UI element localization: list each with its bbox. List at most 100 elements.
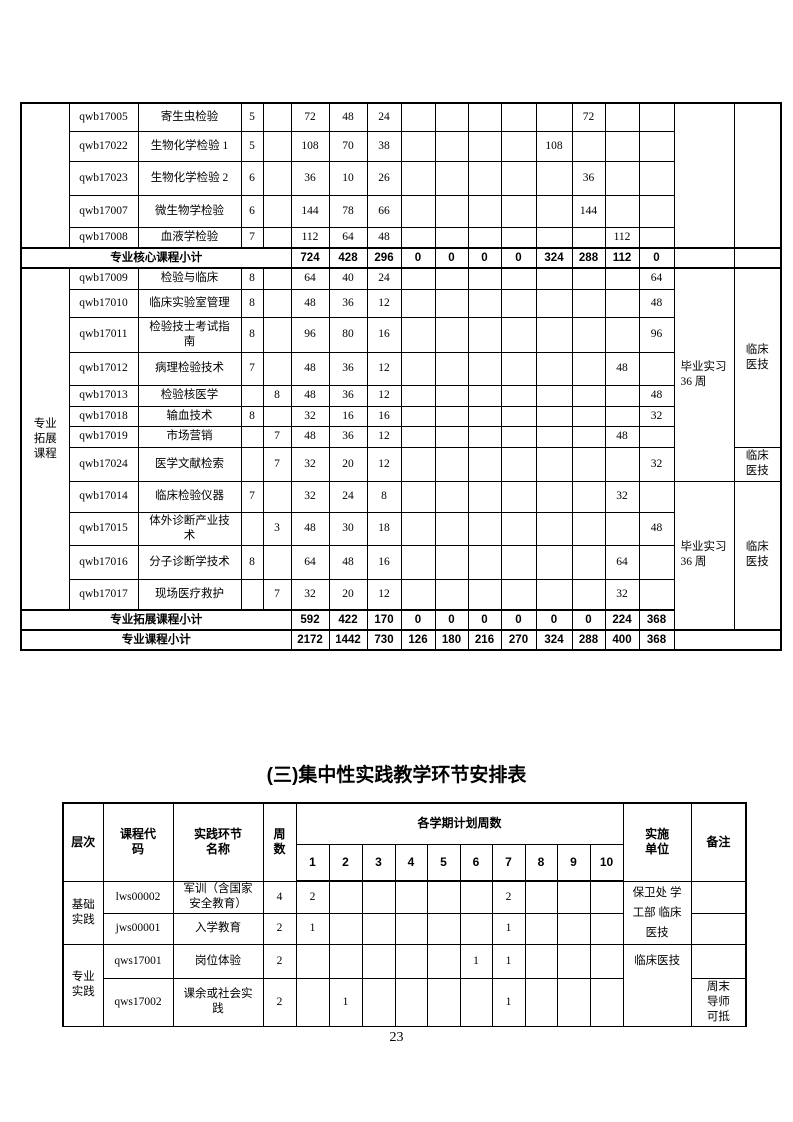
semester-hours — [434, 130, 469, 162]
semester-hours — [500, 425, 537, 448]
semester-header: 1 — [295, 843, 330, 882]
semester-hours — [535, 288, 573, 318]
subtotal-value: 0 — [571, 609, 606, 631]
semester-hours — [400, 351, 436, 386]
semester-header: 4 — [394, 843, 428, 882]
semester-weeks — [556, 880, 591, 914]
test-semester — [262, 160, 292, 196]
level-cell: 基础实践 — [62, 880, 104, 945]
subtotal-value: 224 — [604, 609, 640, 631]
semester-hours — [400, 226, 436, 249]
dept: 临床医技 — [733, 267, 782, 448]
course-name: 分子诊断学技术 — [137, 544, 242, 580]
practice-name: 课余或社会实践 — [172, 977, 264, 1027]
exam-semester — [240, 578, 264, 611]
semester-hours — [400, 130, 436, 162]
subtotal-value: 324 — [535, 629, 573, 651]
test-semester — [262, 480, 292, 513]
course-row: qwb17015 体外诊断产业技术 3 48 30 18 48 — [21, 511, 781, 546]
semester-hours — [500, 511, 537, 546]
semester-hours — [638, 102, 675, 132]
subtotal-value: 428 — [328, 247, 368, 269]
course-code: qwb17013 — [68, 384, 139, 407]
practice-code: qws17001 — [102, 943, 174, 979]
course-row: qwb17008 血液学检验 7 112 64 48 112 — [21, 226, 781, 249]
exam-semester: 8 — [240, 544, 264, 580]
course-row: qwb17007 微生物学检验 6 144 78 66 144 — [21, 194, 781, 228]
semester-weeks: 1 — [491, 977, 526, 1027]
practice-name: 岗位体验 — [172, 943, 264, 979]
semester-weeks — [394, 912, 428, 945]
course-code: qwb17005 — [68, 102, 139, 132]
theory-hours: 10 — [328, 160, 368, 196]
semester-hours — [500, 351, 537, 386]
semester-header: 7 — [491, 843, 526, 882]
course-row: qwb17019 市场营销 7 48 36 12 48 — [21, 425, 781, 448]
theory-hours: 16 — [328, 405, 368, 427]
semester-hours — [467, 384, 502, 407]
semester-hours — [604, 267, 640, 290]
subtotal-value: 0 — [638, 247, 675, 269]
practice-hours: 12 — [366, 351, 402, 386]
subtotal-value: 0 — [400, 247, 436, 269]
header-level: 层次 — [62, 802, 104, 882]
test-semester — [262, 405, 292, 427]
semester-hours — [500, 544, 537, 580]
semester-hours: 112 — [604, 226, 640, 249]
semester-hours — [400, 194, 436, 228]
semester-hours — [434, 102, 469, 132]
semester-weeks — [459, 912, 493, 945]
exam-semester: 7 — [240, 480, 264, 513]
semester-header: 2 — [328, 843, 363, 882]
semester-hours — [571, 267, 606, 290]
blank-cell — [673, 629, 782, 651]
semester-hours — [434, 288, 469, 318]
semester-weeks: 1 — [328, 977, 363, 1027]
theory-hours: 78 — [328, 194, 368, 228]
course-row: qwb17005 寄生虫检验 5 72 48 24 72 — [20, 102, 782, 249]
practice-hours: 12 — [366, 288, 402, 318]
course-name: 市场营销 — [137, 425, 242, 448]
semester-header: 5 — [426, 843, 461, 882]
exam-semester: 6 — [240, 194, 264, 228]
note-cell — [690, 880, 747, 914]
semester-hours — [467, 267, 502, 290]
semester-hours — [535, 226, 573, 249]
semester-weeks — [328, 880, 363, 914]
course-name: 医学文献检索 — [137, 446, 242, 482]
practice-hours: 48 — [366, 226, 402, 249]
subtotal-value: 2172 — [290, 629, 330, 651]
total-hours: 144 — [290, 194, 330, 228]
semester-hours — [467, 511, 502, 546]
semester-hours — [535, 160, 573, 196]
subtotal-value: 170 — [366, 609, 402, 631]
course-code: qwb17019 — [68, 425, 139, 448]
semester-hours — [434, 425, 469, 448]
semester-hours — [571, 316, 606, 353]
test-semester — [262, 226, 292, 249]
course-code: qwb17009 — [68, 267, 139, 290]
subtotal-label: 专业拓展课程小计 — [20, 609, 292, 631]
test-semester — [262, 267, 292, 290]
semester-hours — [500, 130, 537, 162]
semester-hours — [604, 384, 640, 407]
semester-weeks — [459, 880, 493, 914]
practice-hours: 12 — [366, 384, 402, 407]
test-semester — [262, 102, 292, 132]
semester-weeks — [426, 943, 461, 979]
semester-hours — [571, 351, 606, 386]
semester-header: 9 — [556, 843, 591, 882]
subtotal-value: 0 — [500, 247, 537, 269]
course-code: qwb17016 — [68, 544, 139, 580]
semester-weeks — [589, 943, 624, 979]
semester-weeks — [524, 977, 558, 1027]
header-row: 层次 课程代码 实践环节名称 周数 各学期计划周数 实施单位 备注 — [62, 802, 747, 882]
course-name: 生物化学检验 2 — [137, 160, 242, 196]
semester-hours — [434, 578, 469, 611]
course-name: 寄生虫检验 — [137, 102, 242, 132]
semester-weeks — [589, 977, 624, 1027]
practice-hours: 16 — [366, 405, 402, 427]
total-hours: 72 — [290, 102, 330, 132]
practice-hours: 26 — [366, 160, 402, 196]
